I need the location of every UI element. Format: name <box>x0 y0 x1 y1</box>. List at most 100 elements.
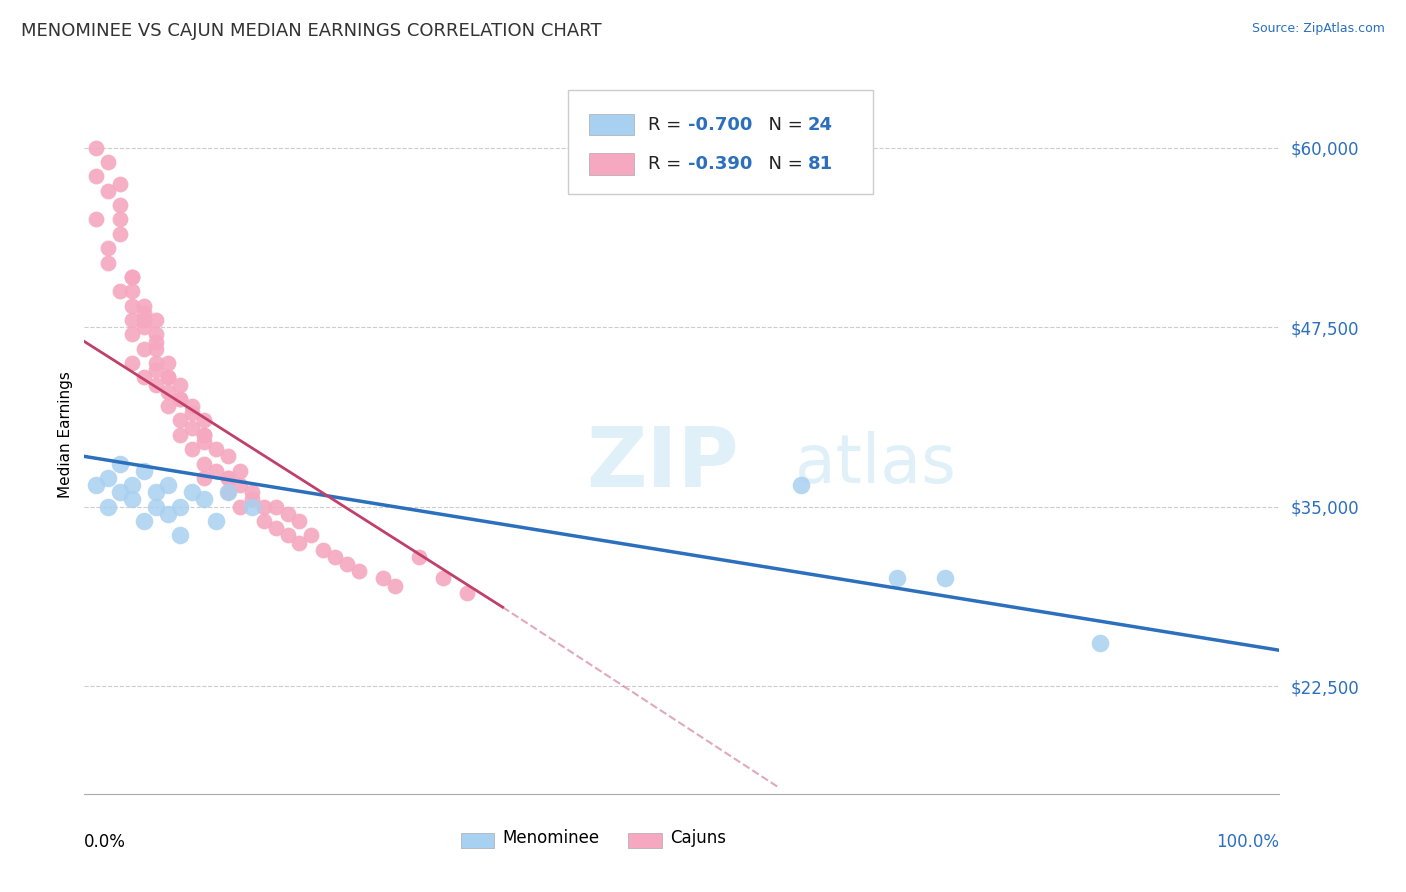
Text: R =: R = <box>648 116 688 134</box>
Point <box>121 284 143 298</box>
Point <box>181 406 204 420</box>
Point <box>240 500 263 514</box>
Point <box>121 356 143 370</box>
Point <box>110 198 132 212</box>
Point <box>132 464 156 478</box>
Point <box>169 392 191 406</box>
FancyBboxPatch shape <box>568 90 873 194</box>
Point <box>97 471 120 485</box>
Text: N =: N = <box>758 116 808 134</box>
Point <box>193 457 215 471</box>
Point <box>240 485 263 500</box>
Point <box>193 427 215 442</box>
Point <box>181 420 204 434</box>
Point <box>205 442 228 457</box>
Point <box>253 500 276 514</box>
Point <box>132 306 156 320</box>
Point <box>205 514 228 528</box>
Point <box>217 485 239 500</box>
Point <box>132 320 156 334</box>
Point <box>169 500 191 514</box>
FancyBboxPatch shape <box>589 114 634 136</box>
Point <box>432 571 454 585</box>
FancyBboxPatch shape <box>589 153 634 175</box>
Point <box>193 471 215 485</box>
Point <box>1090 636 1112 650</box>
Point <box>97 241 120 255</box>
Point <box>181 485 204 500</box>
Point <box>86 140 108 155</box>
Point <box>132 514 156 528</box>
Point <box>157 507 180 521</box>
Point <box>288 535 311 549</box>
Point <box>934 571 956 585</box>
Point <box>301 528 323 542</box>
Point <box>145 377 167 392</box>
Point <box>264 500 287 514</box>
Point <box>169 528 191 542</box>
Point <box>121 269 143 284</box>
Text: ZIP: ZIP <box>586 423 738 504</box>
Point <box>86 478 108 492</box>
Point <box>169 392 191 406</box>
Point <box>217 485 239 500</box>
Point <box>325 549 347 564</box>
Point <box>157 370 180 384</box>
Point <box>336 557 359 571</box>
Point <box>157 478 180 492</box>
Point <box>110 284 132 298</box>
Point <box>121 478 143 492</box>
Point <box>145 356 167 370</box>
Text: Source: ZipAtlas.com: Source: ZipAtlas.com <box>1251 22 1385 36</box>
Point <box>121 269 143 284</box>
Point <box>229 464 252 478</box>
Point <box>86 212 108 227</box>
Point <box>240 492 263 507</box>
Text: -0.700: -0.700 <box>688 116 752 134</box>
Point <box>86 169 108 184</box>
Point <box>132 299 156 313</box>
Point <box>110 227 132 241</box>
Point <box>229 500 252 514</box>
Point <box>110 177 132 191</box>
Point <box>181 442 204 457</box>
Point <box>277 507 299 521</box>
Point <box>145 485 167 500</box>
Point <box>456 586 478 600</box>
Text: MENOMINEE VS CAJUN MEDIAN EARNINGS CORRELATION CHART: MENOMINEE VS CAJUN MEDIAN EARNINGS CORRE… <box>21 22 602 40</box>
Point <box>157 384 180 399</box>
Point <box>193 427 215 442</box>
Point <box>349 564 371 578</box>
Point <box>217 471 239 485</box>
Point <box>217 450 239 464</box>
FancyBboxPatch shape <box>461 832 495 848</box>
Point <box>110 457 132 471</box>
Point <box>264 521 287 535</box>
Point <box>253 514 276 528</box>
Point <box>97 500 120 514</box>
Point <box>97 184 120 198</box>
Text: 100.0%: 100.0% <box>1216 833 1279 851</box>
Point <box>384 579 406 593</box>
Y-axis label: Median Earnings: Median Earnings <box>58 371 73 499</box>
Point <box>193 492 215 507</box>
Point <box>110 485 132 500</box>
Point <box>790 478 813 492</box>
Point <box>193 435 215 450</box>
Text: atlas: atlas <box>796 431 956 497</box>
Point <box>97 155 120 169</box>
Point <box>121 327 143 342</box>
Point <box>373 571 395 585</box>
Point <box>169 413 191 427</box>
Point <box>145 327 167 342</box>
Point <box>157 370 180 384</box>
Point <box>217 471 239 485</box>
Point <box>229 478 252 492</box>
Point <box>169 377 191 392</box>
Point <box>132 370 156 384</box>
Point <box>145 313 167 327</box>
Point <box>205 464 228 478</box>
FancyBboxPatch shape <box>628 832 662 848</box>
Text: 0.0%: 0.0% <box>84 833 127 851</box>
Point <box>312 542 335 557</box>
